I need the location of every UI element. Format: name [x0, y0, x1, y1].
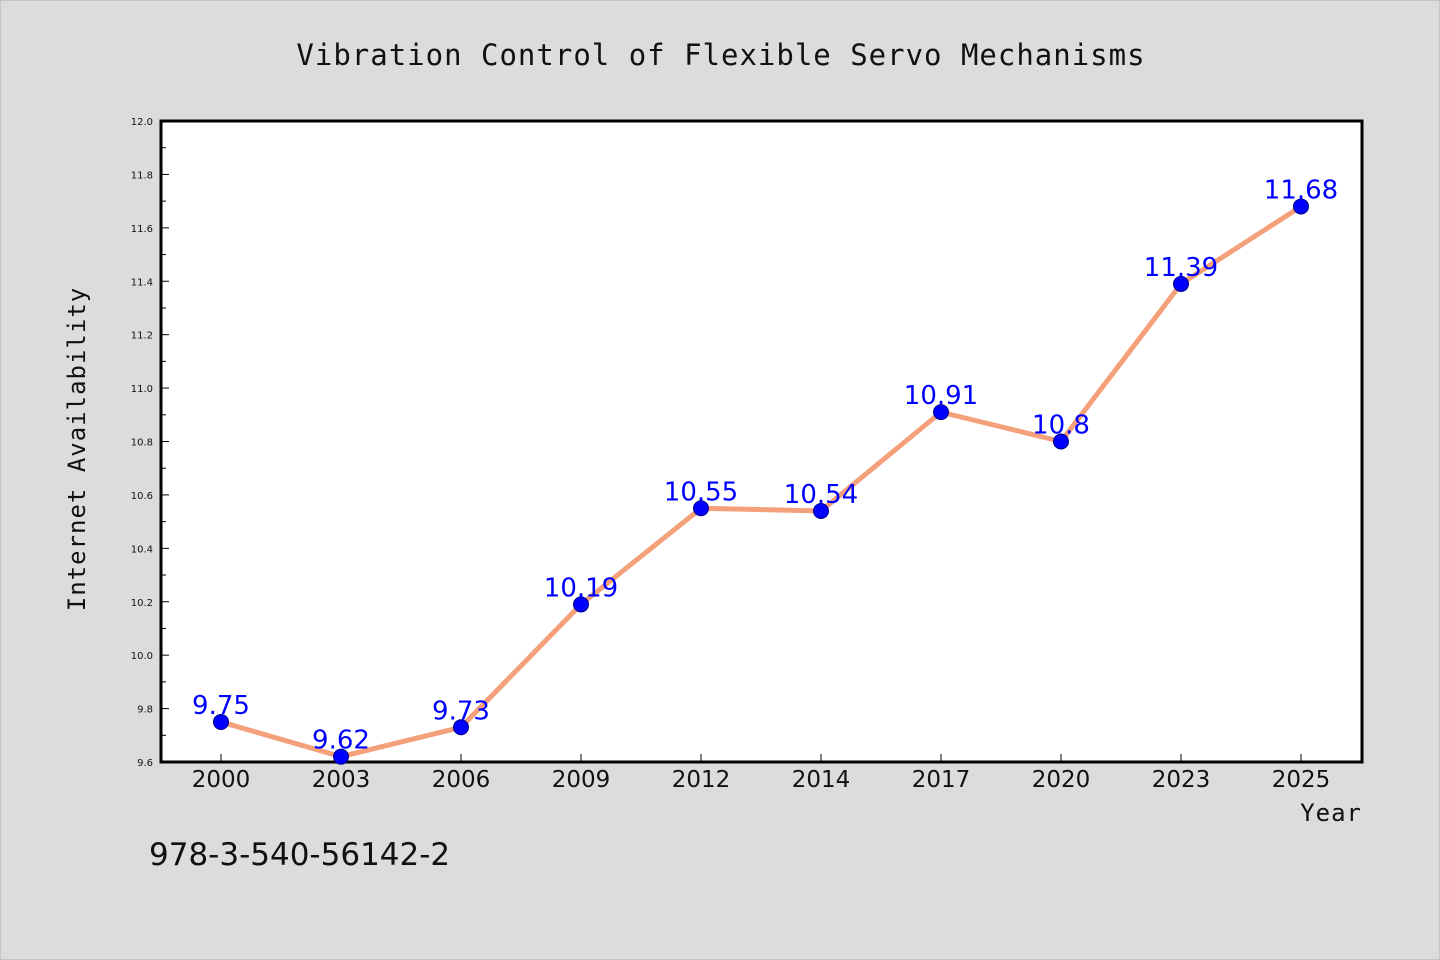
x-tick-label: 2003: [312, 767, 371, 793]
y-tick-label: 11.8: [131, 170, 153, 181]
data-label: 10.91: [904, 381, 978, 411]
data-label: 9.62: [312, 726, 370, 756]
x-axis-label: Year: [1300, 799, 1362, 827]
data-labels-layer: 9.75 9.62 9.73 10.19 10.55 10.54 10.91 10.8 11.3…: [192, 175, 1338, 755]
x-tick-label: 2020: [1032, 767, 1091, 793]
data-point: [933, 404, 949, 421]
data-point: [1053, 433, 1069, 450]
data-label: 9.75: [192, 691, 250, 721]
data-point: [333, 748, 349, 765]
y-tick-label: 11.2: [131, 331, 153, 342]
x-tick-label: 2000: [192, 767, 251, 793]
y-tick-label: 11.0: [131, 384, 153, 395]
x-tick-label: 2012: [672, 767, 731, 793]
data-label: 9.73: [432, 696, 490, 726]
data-point: [693, 500, 709, 517]
isbn-annotation: 978-3-540-56142-2: [149, 837, 450, 873]
y-tick-label: 10.2: [131, 598, 153, 609]
y-tick-label: 10.8: [131, 438, 153, 449]
x-tick-label: 2014: [792, 767, 851, 793]
x-tick-label: 2017: [912, 767, 971, 793]
y-tick-label: 9.8: [137, 705, 153, 716]
data-label: 10.55: [664, 477, 738, 507]
y-tick-label: 10.0: [131, 651, 153, 662]
y-tick-label: 10.4: [131, 544, 153, 555]
series-line: [218, 203, 1304, 760]
y-tick-label: 11.4: [131, 277, 153, 288]
x-tick-label: 2025: [1272, 767, 1331, 793]
data-label: 11.68: [1264, 175, 1338, 205]
data-point: [1173, 275, 1189, 292]
data-label: 10.54: [784, 480, 858, 510]
y-tick-label: 12.0: [131, 117, 153, 128]
x-tick-label: 2006: [432, 767, 491, 793]
data-point: [573, 596, 589, 613]
x-tick-label: 2023: [1152, 767, 1211, 793]
y-axis-label: Internet Availability: [63, 287, 91, 611]
chart-title: Vibration Control of Flexible Servo Mech…: [296, 38, 1145, 72]
data-point: [1293, 198, 1309, 215]
y-tick-label: 11.6: [131, 224, 153, 235]
x-axis-ticks: 2000 2003 2006 2009 2012 2014 2017 2020 2023 2025: [192, 754, 1331, 793]
plot-area: [159, 119, 1364, 764]
x-tick-label: 2009: [552, 767, 611, 793]
y-axis-ticks: 9.6 9.8 10.0 10.2 10.4 10.6 10.8 11.0 11.2 11.4 11…: [131, 117, 169, 769]
series-layer: [213, 198, 1309, 765]
data-point: [453, 719, 469, 736]
data-label: 10.8: [1032, 411, 1090, 441]
data-label: 10.19: [544, 573, 618, 603]
data-point: [813, 502, 829, 519]
data-point: [213, 713, 229, 730]
y-tick-label: 10.6: [131, 491, 153, 502]
data-label: 11.39: [1144, 253, 1218, 283]
y-tick-label: 9.6: [137, 758, 153, 769]
